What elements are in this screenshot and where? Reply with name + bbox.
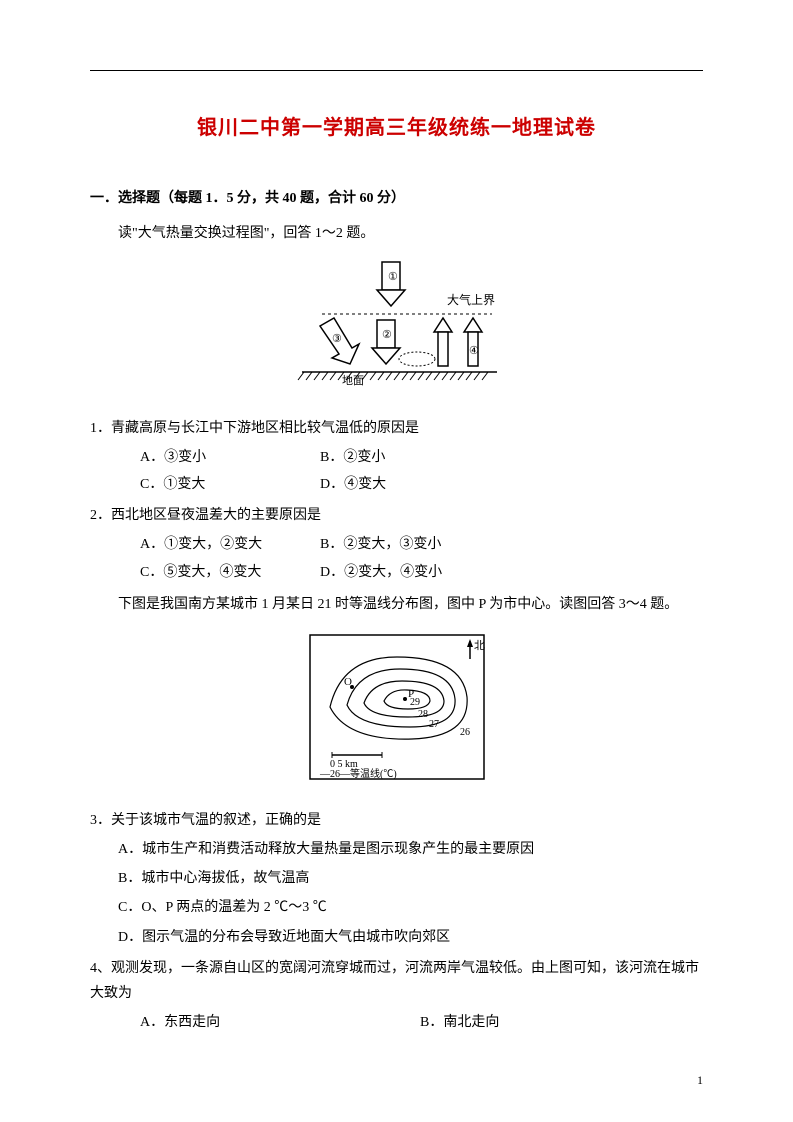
q1-opt-d: D．④变大 [320,472,520,497]
q1-opt-b: B．②变小 [320,445,520,470]
q3-opt-b: B．城市中心海拔低，故气温高 [118,866,703,891]
q3-opt-a: A．城市生产和消费活动释放大量热量是图示现象产生的最主要原因 [118,837,703,862]
question-2: 2．西北地区昼夜温差大的主要原因是 A．①变大，②变大 B．②变大，③变小 C．… [90,503,703,585]
intro-text-1: 读"大气热量交换过程图"，回答 1～2 题。 [118,221,703,246]
q2-opt-a: A．①变大，②变大 [140,532,320,557]
q1-opt-a: A．③变小 [140,445,320,470]
fig1-label-upper: 大气上界 [447,292,495,307]
q4-text: 4、观测发现，一条源自山区的宽阔河流穿城而过，河流两岸气温较低。由上图可知，该河… [90,956,703,1006]
fig2-point-o: O [344,676,352,688]
q3-text: 3．关于该城市气温的叙述，正确的是 [90,808,703,833]
q3-opt-c: C．O、P 两点的温差为 2 ℃～3 ℃ [118,895,703,920]
q2-opt-b: B．②变大，③变小 [320,532,520,557]
q4-opt-b: B．南北走向 [420,1010,499,1035]
fig2-point-p: P [408,688,414,700]
q1-opt-c: C．①变大 [140,472,320,497]
q3-opt-d: D．图示气温的分布会导致近地面大气由城市吹向郊区 [118,925,703,950]
q4-opt-a: A．东西走向 [140,1010,420,1035]
q1-text: 1．青藏高原与长江中下游地区相比较气温低的原因是 [90,416,703,441]
top-rule [90,70,703,71]
fig1-label-1: ① [388,271,398,283]
question-1: 1．青藏高原与长江中下游地区相比较气温低的原因是 A．③变小 B．②变小 C．①… [90,416,703,498]
fig1-label-3: ③ [332,333,342,345]
page-number: 1 [697,1070,703,1092]
fig2-iso-27: 27 [429,719,439,730]
passage-2: 下图是我国南方某城市 1 月某日 21 时等温线分布图，图中 P 为市中心。读图… [90,591,703,619]
question-4: 4、观测发现，一条源自山区的宽阔河流穿城而过，河流两岸气温较低。由上图可知，该河… [90,956,703,1036]
q2-text: 2．西北地区昼夜温差大的主要原因是 [90,503,703,528]
figure-1: ① 大气上界 ③ ② ④ [90,254,703,403]
fig2-iso-28: 28 [418,709,428,720]
figure-2: 北 26 27 28 29 O P 0 5 km —26—等温线(℃) [90,627,703,796]
fig1-label-4: ④ [469,345,479,357]
q2-opt-d: D．②变大，④变小 [320,560,520,585]
section-header: 一．选择题（每题 1．5 分，共 40 题，合计 60 分） [90,186,703,211]
fig2-north: 北 [474,639,485,652]
fig2-iso-26-b: 26 [460,727,470,738]
question-3: 3．关于该城市气温的叙述，正确的是 A．城市生产和消费活动释放大量热量是图示现象… [90,808,703,950]
fig1-label-2: ② [382,329,392,341]
exam-title: 银川二中第一学期高三年级统练一地理试卷 [90,110,703,146]
fig2-legend: —26—等温线(℃) [319,767,397,780]
q2-opt-c: C．⑤变大，④变大 [140,560,320,585]
fig1-ground-label: 地面 [342,374,364,387]
